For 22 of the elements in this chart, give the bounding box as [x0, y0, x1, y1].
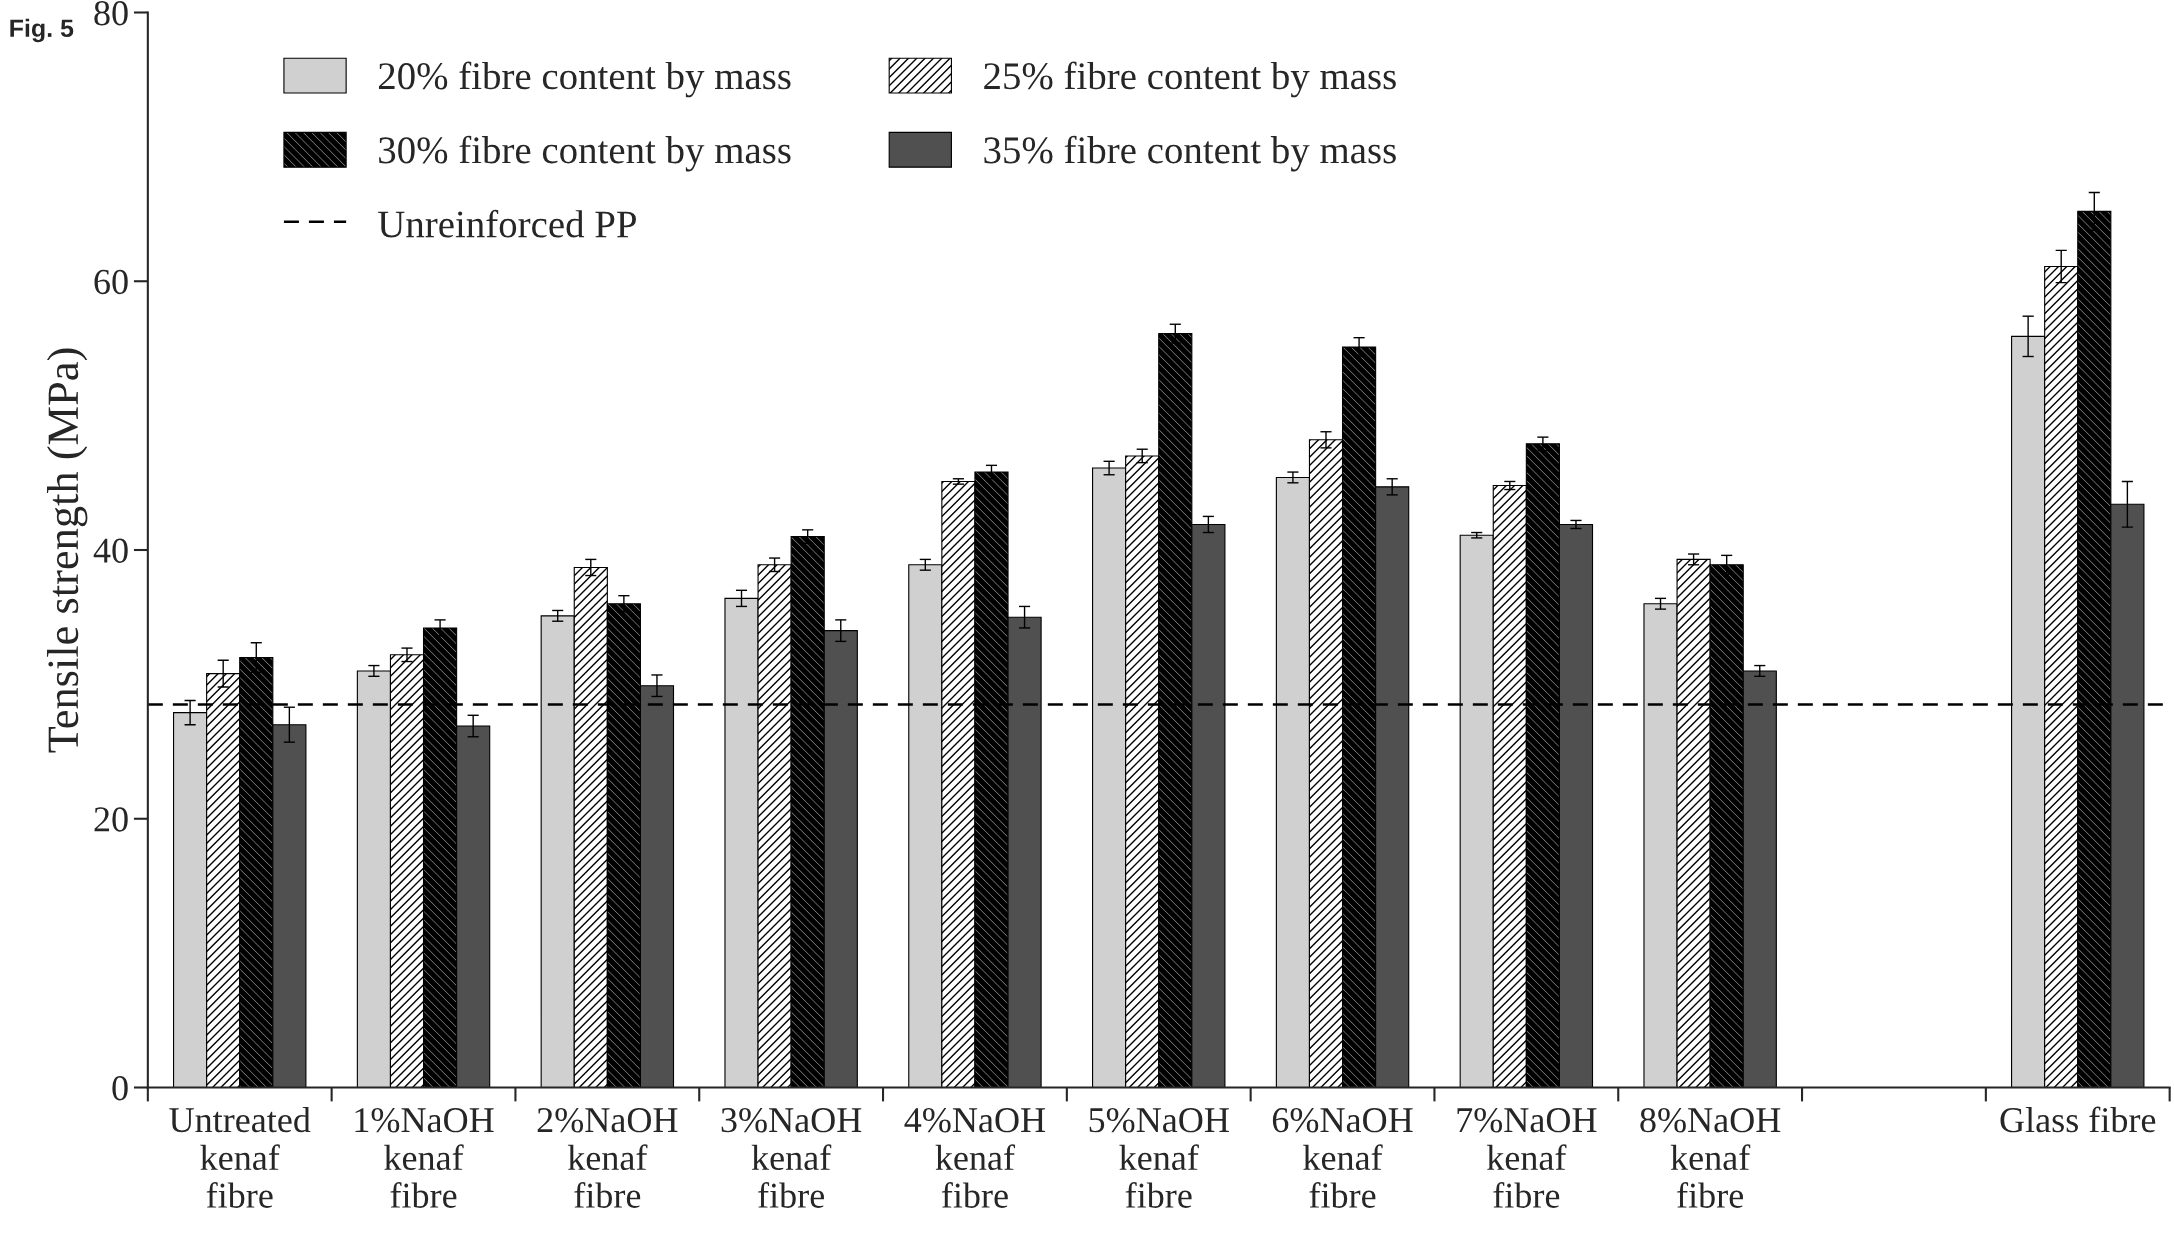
y-tick-label: 80	[94, 1, 128, 26]
y-tick-label: 60	[94, 269, 128, 295]
caption: Fig. 5	[10, 18, 74, 43]
x-tick-label: 7%NaOH kenaf fibre	[1457, 1107, 1597, 1208]
x-tick-label: 2%NaOH kenaf fibre	[537, 1107, 678, 1208]
x-tick-label: Glass fibre	[2000, 1106, 2156, 1133]
y-tick-label: 40	[93, 538, 128, 563]
y-axis-title: Tensile strength (MPa)	[46, 348, 88, 753]
y-tick-label: 20	[94, 807, 128, 832]
x-tick-label: 4%NaOH kenaf fibre	[904, 1107, 1046, 1208]
x-tick-label: 1%NaOH kenaf fibre	[355, 1107, 494, 1208]
legend-label: 25% fibre content by mass	[984, 61, 1396, 98]
x-tick-label: 5%NaOH kenaf fibre	[1089, 1107, 1229, 1208]
x-tick-label: Untreated kenaf fibre	[169, 1106, 311, 1208]
x-tick-label: 8%NaOH kenaf fibre	[1640, 1107, 1781, 1208]
x-tick-label: 3%NaOH kenaf fibre	[721, 1107, 862, 1208]
legend-label: 30% fibre content by mass	[379, 135, 791, 172]
legend-label: 20% fibre content by mass	[378, 61, 791, 98]
y-tick-label: 0	[112, 1076, 128, 1101]
legend-label: 35% fibre content by mass	[984, 135, 1396, 172]
x-tick-label: 6%NaOH kenaf fibre	[1272, 1107, 1413, 1208]
legend-label: Unreinforced PP	[378, 209, 636, 238]
